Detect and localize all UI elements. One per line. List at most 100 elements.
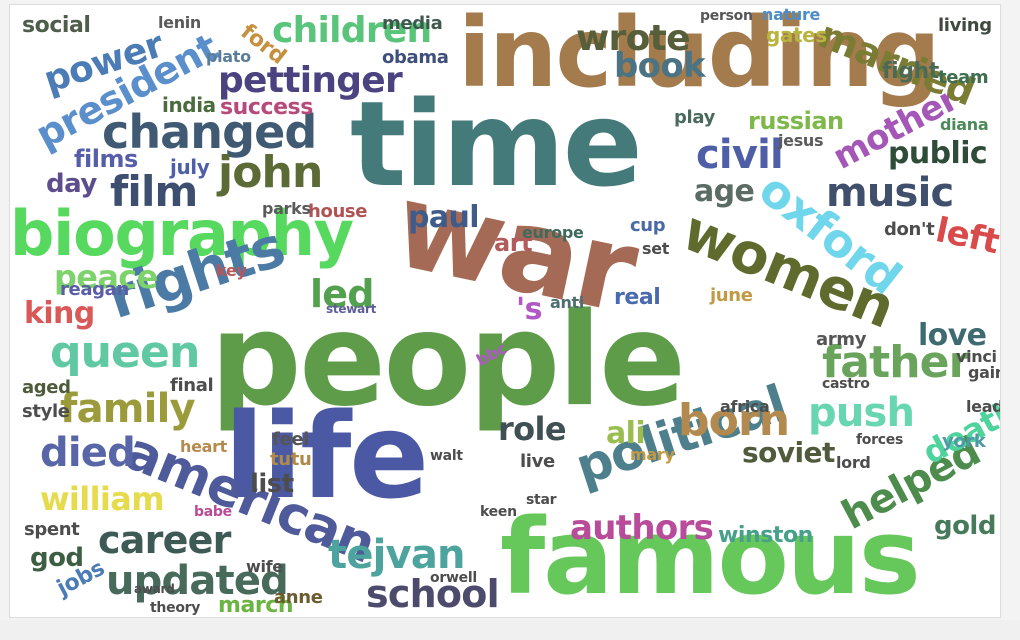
- word-fight: fight: [882, 59, 939, 84]
- word-peace: peace: [54, 258, 158, 296]
- word-final: final: [170, 375, 214, 396]
- word-led: led: [310, 272, 374, 316]
- word-lenin: lenin: [158, 13, 202, 32]
- word-tutu: tutu: [270, 449, 312, 470]
- word-authors: authors: [570, 508, 714, 548]
- word-ali: ali: [606, 416, 646, 451]
- word-career: career: [98, 518, 231, 562]
- word-style: style: [22, 401, 70, 422]
- word-babe: babe: [194, 504, 232, 520]
- word-art: art: [494, 229, 533, 257]
- word-left: left: [932, 210, 1001, 263]
- word-anne: anne: [274, 587, 323, 608]
- word-gold: gold: [934, 511, 996, 541]
- word-key: key: [216, 261, 247, 280]
- word-june: june: [710, 285, 753, 306]
- word-russian: russian: [748, 107, 844, 135]
- word-july: july: [170, 155, 210, 179]
- word-parks: parks: [262, 199, 311, 218]
- word-live: live: [520, 451, 555, 472]
- word-house: house: [308, 201, 368, 222]
- word-orwell: orwell: [430, 570, 477, 586]
- word-book: book: [614, 46, 706, 86]
- word-tejvan: tejvan: [328, 532, 466, 578]
- word-team: team: [938, 67, 989, 88]
- word-famous: famous: [500, 496, 921, 618]
- word-push: push: [808, 390, 915, 436]
- word-stewart: stewart: [326, 302, 377, 316]
- word-william: william: [40, 480, 165, 518]
- word-plato: plato: [206, 47, 251, 66]
- word-wife: wife: [246, 557, 283, 576]
- word-vinci: vinci: [956, 347, 997, 366]
- word-star: star: [526, 492, 557, 508]
- word-john: john: [218, 147, 323, 198]
- word-wrote: wrote: [576, 18, 690, 59]
- word-family: family: [60, 386, 196, 432]
- word-gain: gain: [968, 363, 1000, 382]
- word-social: social: [22, 13, 91, 38]
- word-day: day: [46, 169, 97, 199]
- word-obama: obama: [382, 47, 449, 68]
- word-forces: forces: [856, 432, 904, 448]
- word-reagan: reagan: [60, 279, 129, 300]
- word-love: love: [918, 318, 987, 353]
- word-died: died: [40, 430, 136, 476]
- word-march: march: [218, 593, 294, 618]
- word-diana: diana: [940, 115, 989, 134]
- word-feel: feel: [272, 429, 309, 450]
- word-winston: winston: [718, 523, 813, 548]
- word-keen: keen: [480, 504, 517, 520]
- word-success: success: [220, 95, 313, 120]
- word-real: real: [614, 285, 661, 310]
- word-queen: queen: [50, 327, 200, 378]
- word-theory: theory: [150, 600, 201, 616]
- word-living: living: [938, 15, 992, 36]
- word-time: time: [350, 75, 643, 213]
- word-dont: don't: [884, 219, 935, 240]
- word-apostrophe-s: 's: [516, 292, 542, 327]
- word-children: children: [272, 10, 432, 51]
- word-pettinger: pettinger: [218, 60, 403, 101]
- word-life: life: [224, 387, 429, 525]
- word-aged: aged: [22, 377, 71, 398]
- word-updated: updated: [106, 558, 289, 604]
- word-list: list: [250, 469, 294, 499]
- word-cup: cup: [630, 215, 666, 236]
- word-soviet: soviet: [742, 436, 835, 469]
- word-play: play: [674, 107, 715, 128]
- word-born: born: [678, 395, 790, 446]
- word-father: father: [822, 337, 970, 388]
- word-music: music: [826, 170, 954, 216]
- word-lord: lord: [836, 453, 871, 472]
- word-role: role: [498, 410, 567, 448]
- word-castro: castro: [822, 376, 870, 392]
- word-civil: civil: [696, 132, 784, 178]
- word-york: york: [942, 431, 986, 452]
- word-africa: africa: [720, 397, 770, 416]
- word-set: set: [642, 239, 670, 258]
- word-age: age: [694, 174, 755, 209]
- bottom-strip: [0, 620, 1020, 640]
- word-film: film: [110, 167, 198, 216]
- word-paul: paul: [408, 200, 480, 235]
- word-jesus: jesus: [778, 131, 824, 150]
- word-god: god: [30, 543, 84, 573]
- word-lead: lead: [966, 397, 1001, 416]
- word-changed: changed: [102, 105, 317, 159]
- word-people: people: [210, 286, 686, 435]
- word-school: school: [366, 572, 500, 616]
- word-cloud-canvas: people famous war time life including bi…: [9, 4, 1001, 618]
- word-king: king: [24, 296, 95, 331]
- word-heart: heart: [180, 437, 227, 456]
- word-nature: nature: [762, 5, 821, 24]
- word-europe: europe: [522, 223, 584, 242]
- word-india: india: [162, 93, 216, 117]
- word-award: award: [134, 582, 175, 596]
- word-spent: spent: [24, 519, 80, 540]
- word-person: person: [700, 8, 753, 24]
- word-walt: walt: [430, 448, 463, 464]
- word-mary: mary: [630, 445, 675, 464]
- word-army: army: [816, 329, 867, 350]
- word-gates: gates: [766, 23, 827, 47]
